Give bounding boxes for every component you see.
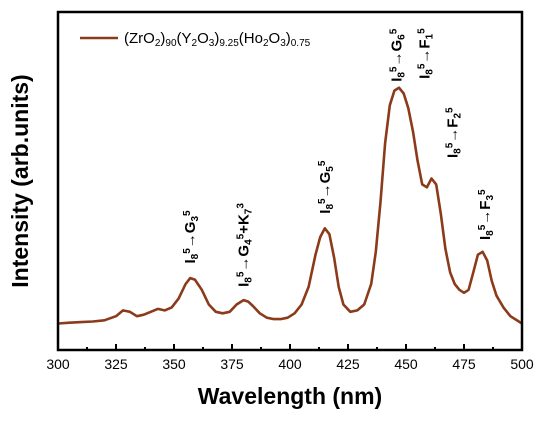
- annotations: I85→G35 I85→G45+K73 I85→G55 I85→G65 I85→F15 I…: [182, 28, 496, 287]
- x-tick-label: 450: [394, 356, 418, 372]
- transition-label: I85→G35: [182, 210, 202, 264]
- x-tick-label: 350: [162, 356, 186, 372]
- x-axis: 300 325 350 375 400 425 450 475 500: [46, 344, 534, 372]
- transition-label: I85→G45+K73: [235, 203, 255, 287]
- transition-label: I85→F25: [444, 107, 464, 158]
- series-line: [57, 86, 523, 325]
- transition-label: I85→G55: [316, 160, 336, 214]
- plot-area: [57, 86, 523, 325]
- transition-label: I85→F15: [416, 28, 436, 79]
- x-tick-label: 375: [220, 356, 244, 372]
- x-tick-label: 400: [278, 356, 302, 372]
- x-tick-label: 425: [336, 356, 360, 372]
- x-tick-label: 300: [46, 356, 70, 372]
- transition-label: I85→G65: [388, 28, 408, 82]
- x-tick-label: 475: [452, 356, 476, 372]
- y-axis-title: Intensity (arb.units): [7, 74, 33, 287]
- legend-label: (ZrO2)90(Y2O3)9.25(Ho2O3)0.75: [124, 30, 311, 49]
- x-axis-title: Wavelength (nm): [198, 383, 382, 409]
- x-tick-label: 500: [510, 356, 534, 372]
- x-tick-label: 325: [104, 356, 128, 372]
- transition-label: I85→F35: [476, 189, 496, 240]
- legend: (ZrO2)90(Y2O3)9.25(Ho2O3)0.75: [80, 30, 311, 49]
